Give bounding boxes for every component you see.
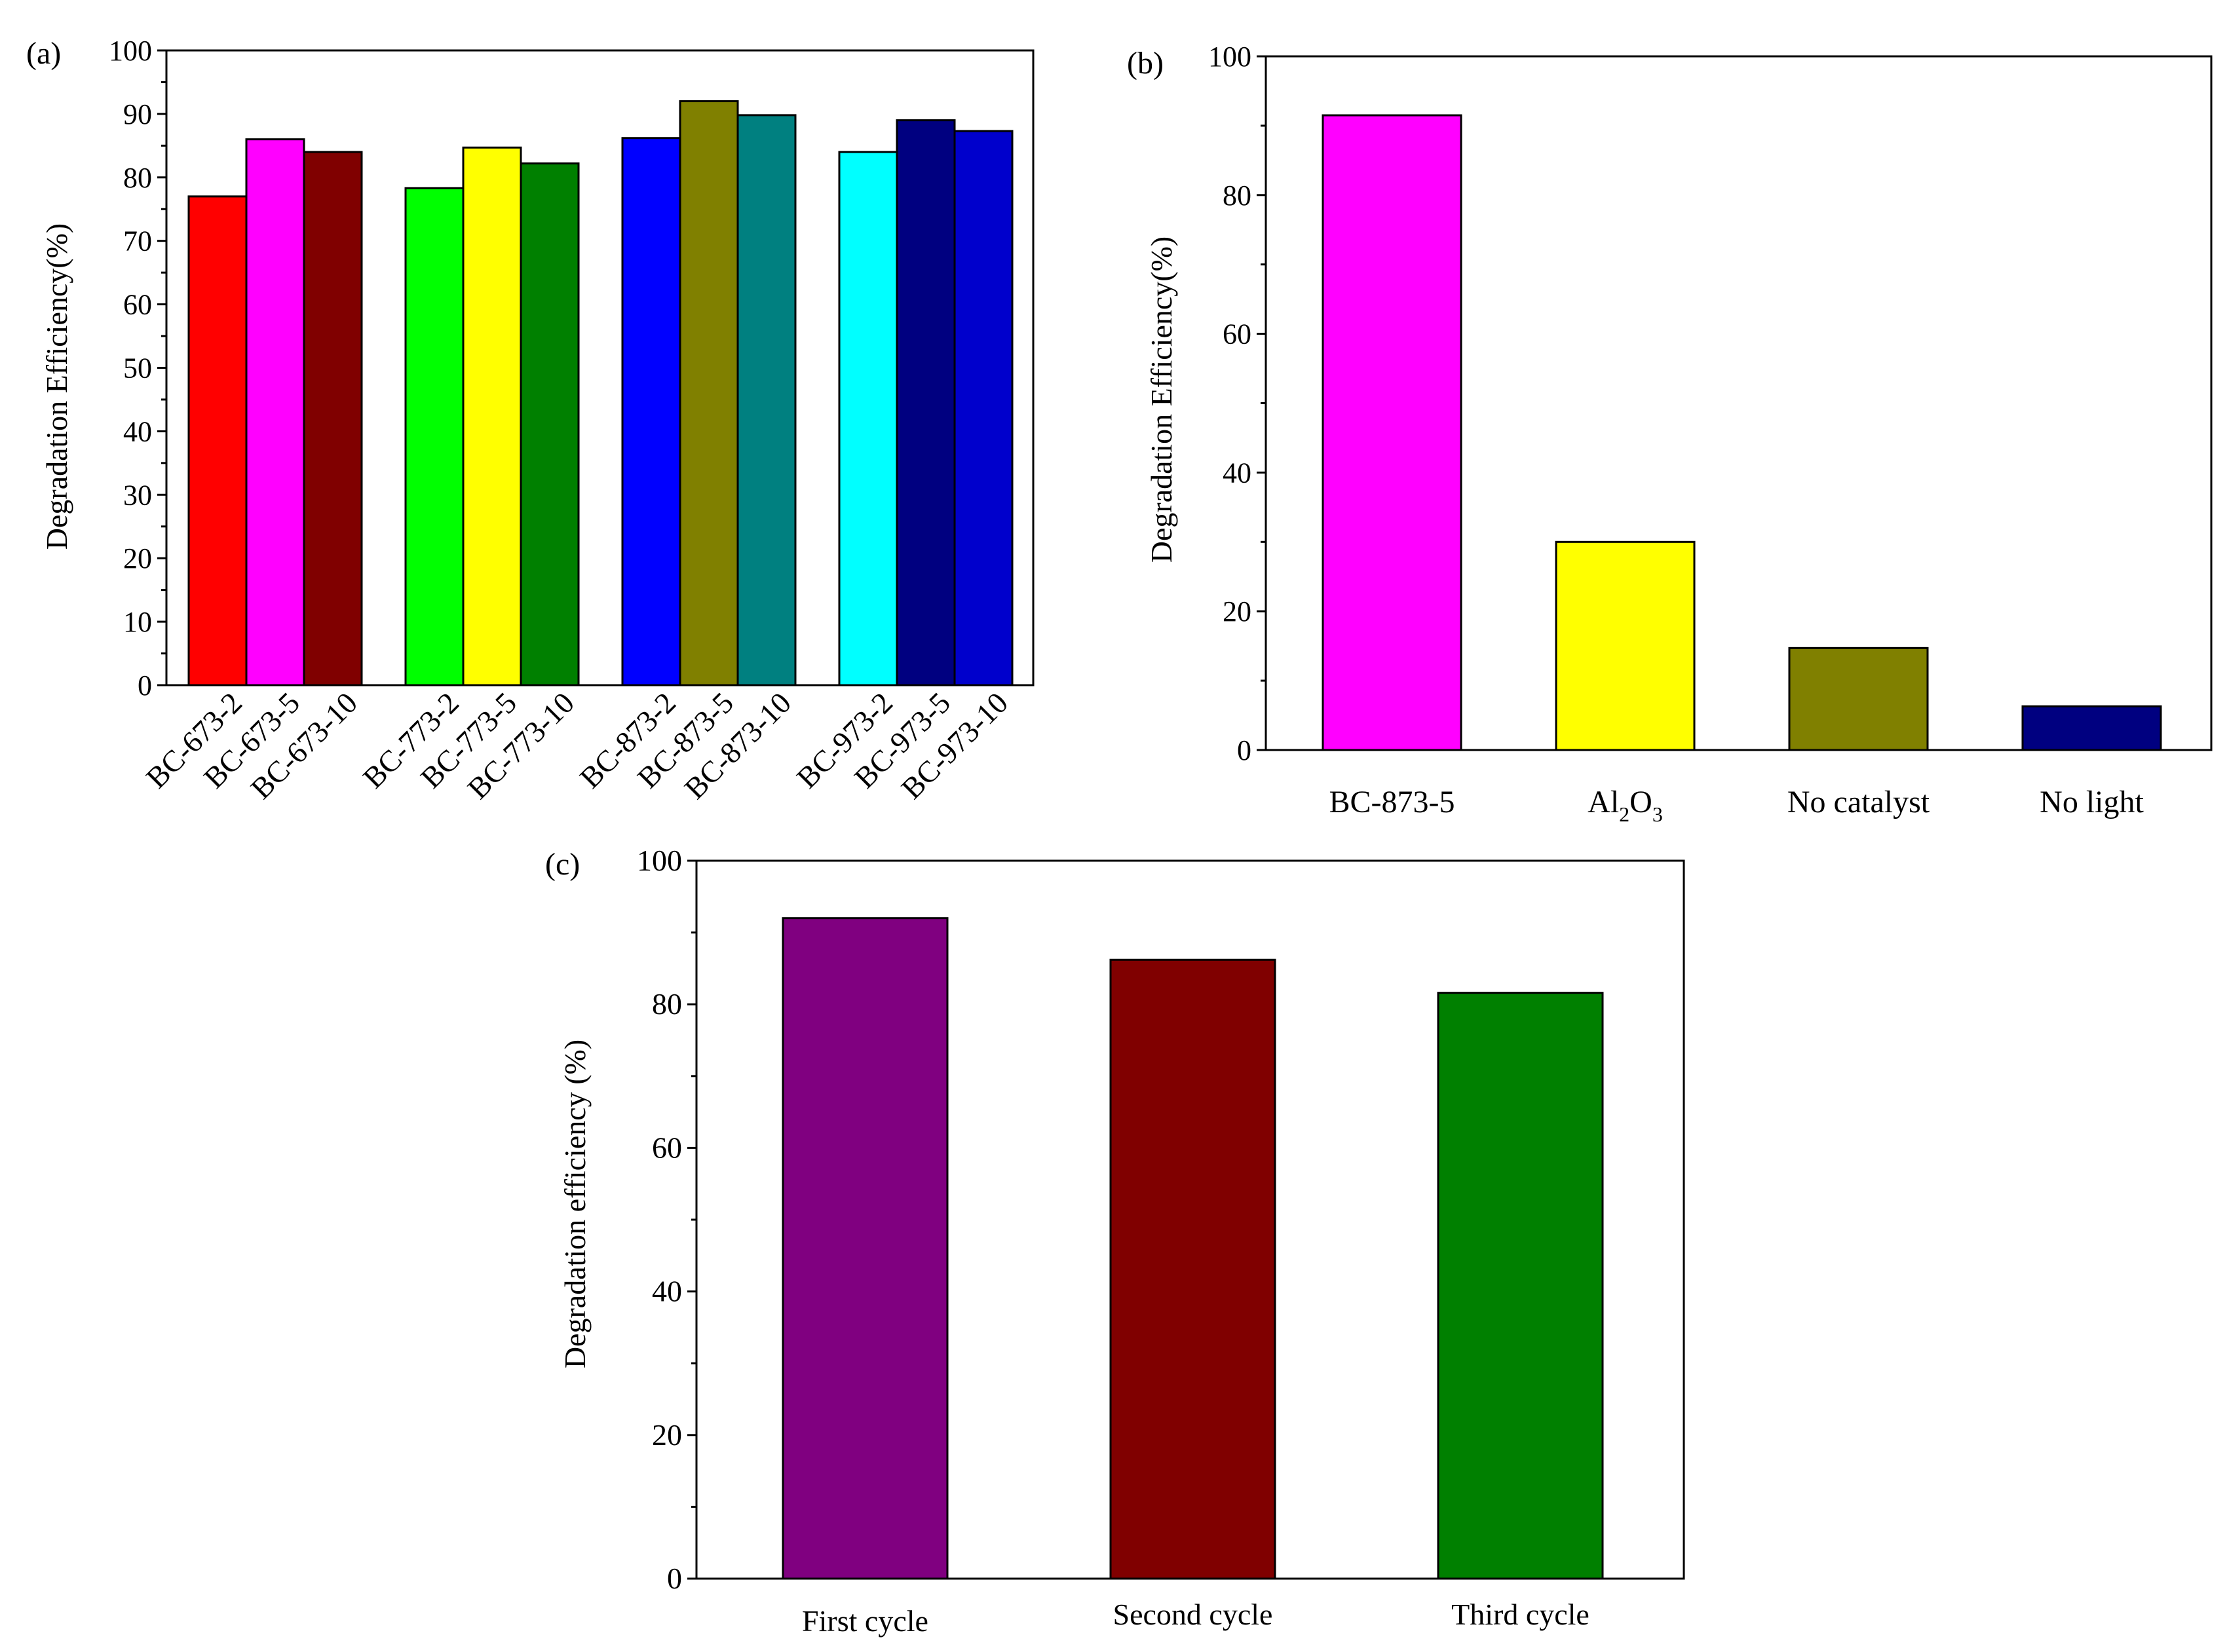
panel-c-plot-frame — [695, 859, 1685, 1580]
panel-a-bar — [838, 151, 898, 686]
panel-a-y-tick-label: 20 — [123, 542, 152, 574]
panel-b-y-tick-label: 100 — [1208, 41, 1251, 73]
panel-a-y-tick-label: 10 — [123, 606, 152, 638]
panel-b-bar — [1322, 114, 1462, 751]
panel-b-bar — [2021, 705, 2162, 751]
panel-b-y-tick-label: 40 — [1223, 457, 1251, 489]
panel-a-y-tick-label: 70 — [123, 225, 152, 257]
panel-a-y-tick-label: 80 — [123, 162, 152, 194]
panel-c-y-tick-label: 80 — [652, 987, 682, 1021]
panel-a-y-tick-label: 0 — [138, 669, 152, 702]
chart-panel-b: (b) Degradation Efficiency(%) 0 20 40 60 80 1… — [1127, 41, 2213, 826]
panel-c-bar — [1109, 958, 1276, 1580]
panel-b-x-tick-label: Al2O3 — [1588, 785, 1663, 826]
panel-a-y-tick-label: 100 — [109, 35, 152, 67]
panel-c-x-tick-label: Second cycle — [1113, 1598, 1273, 1631]
panel-a-y-tick-label: 60 — [123, 289, 152, 321]
panel-b-label: (b) — [1127, 46, 1164, 81]
panel-a-bar — [404, 187, 465, 686]
panel-a-plot-frame — [165, 49, 1035, 686]
panel-c-x-tick-label: First cycle — [802, 1604, 928, 1638]
panel-a-y-axis-title: Degradation Efficiency(%) — [40, 223, 73, 550]
panel-a-y-tick-label: 50 — [123, 352, 152, 385]
panel-b-x-tick-label: No catalyst — [1787, 785, 1930, 819]
panel-a-bar — [187, 195, 248, 686]
panel-a-bar — [953, 130, 1014, 686]
panel-c-y-tick-label: 0 — [667, 1562, 682, 1595]
panel-c-y-tick-label: 100 — [637, 844, 682, 877]
panel-a-bar — [621, 137, 681, 686]
panel-c-label: (c) — [545, 847, 580, 882]
panel-b-y-tick-label: 80 — [1223, 179, 1251, 212]
panel-c-bar — [1437, 992, 1604, 1580]
panel-b-bar — [1788, 647, 1929, 751]
panel-a-y-tick-label: 40 — [123, 415, 152, 447]
panel-b-plot-frame — [1265, 55, 2213, 751]
panel-a-bar — [303, 151, 363, 686]
panel-a-bar — [462, 146, 522, 686]
panel-a-bar — [896, 119, 956, 686]
panel-c-y-tick-label: 60 — [652, 1131, 682, 1164]
panel-c-bar — [782, 917, 949, 1580]
panel-b-y-tick-label: 20 — [1223, 595, 1251, 628]
panel-b-x-tick-label: No light — [2040, 785, 2144, 819]
panel-b-bar — [1555, 540, 1696, 751]
panel-a-y-tick-label: 90 — [123, 98, 152, 130]
panel-c-y-tick-label: 20 — [652, 1418, 682, 1452]
panel-b-y-axis-title: Degradation Efficiency(%) — [1145, 236, 1178, 563]
panel-a-bar — [736, 114, 797, 686]
panel-a-bar — [245, 138, 305, 686]
panel-c-y-axis-title: Degradation efficiency (%) — [558, 1040, 592, 1368]
chart-panel-a: (a) Degradation Efficiency(%) 0 10 20 30 40 5… — [26, 35, 1035, 805]
panel-b-x-tick-label: BC-873-5 — [1329, 785, 1455, 819]
panel-a-label: (a) — [26, 36, 61, 71]
chart-panel-c: (c) Degradation efficiency (%) 0 20 40 60 80… — [545, 844, 1685, 1638]
panel-c-y-tick-label: 40 — [652, 1275, 682, 1308]
panel-b-y-tick-label: 0 — [1237, 734, 1251, 766]
panel-a-bar — [520, 162, 580, 686]
panel-a-bar — [679, 100, 739, 686]
panel-b-y-tick-label: 60 — [1223, 318, 1251, 350]
panel-c-x-tick-label: Third cycle — [1451, 1598, 1589, 1631]
panel-a-y-tick-label: 30 — [123, 479, 152, 511]
